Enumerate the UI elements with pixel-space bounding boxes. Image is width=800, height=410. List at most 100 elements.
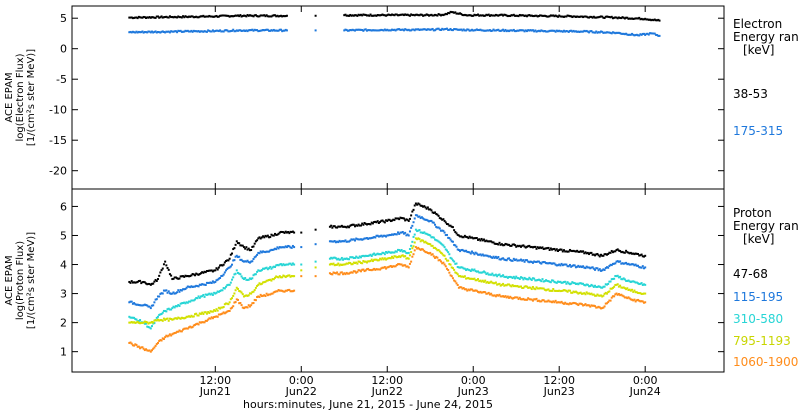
data-point — [228, 266, 231, 269]
data-point — [374, 258, 377, 261]
data-point — [463, 234, 466, 237]
data-point — [521, 14, 524, 17]
data-point — [445, 13, 448, 16]
data-point — [608, 264, 611, 267]
data-point — [400, 263, 403, 266]
data-point — [528, 29, 531, 32]
data-point — [562, 249, 565, 252]
data-point — [356, 224, 359, 227]
data-point — [635, 299, 638, 302]
data-point — [275, 275, 278, 278]
data-point — [272, 14, 275, 17]
data-point — [552, 248, 555, 251]
data-point — [633, 298, 636, 301]
data-point — [274, 29, 277, 32]
data-point — [499, 295, 502, 298]
data-point — [425, 232, 428, 235]
data-point — [648, 32, 651, 35]
data-point — [236, 14, 239, 17]
data-point — [621, 250, 624, 253]
data-point — [543, 247, 546, 250]
data-point — [193, 313, 196, 316]
data-point — [640, 253, 643, 256]
data-point — [539, 14, 542, 17]
data-point — [547, 280, 550, 283]
data-point — [349, 13, 352, 16]
data-point — [577, 30, 580, 33]
data-point — [592, 267, 595, 270]
data-point — [596, 31, 599, 34]
data-point — [629, 280, 632, 283]
data-point — [634, 300, 637, 303]
data-point — [149, 327, 152, 330]
data-point — [209, 293, 212, 296]
data-point — [367, 29, 370, 32]
data-point — [195, 297, 198, 300]
data-point — [431, 27, 434, 30]
data-point — [137, 30, 140, 33]
data-point — [233, 259, 236, 262]
data-point — [486, 292, 489, 295]
data-point — [376, 268, 379, 271]
data-point — [560, 262, 563, 265]
data-point — [262, 267, 265, 270]
data-point — [565, 250, 568, 253]
data-point — [331, 257, 334, 260]
data-point — [525, 285, 528, 288]
data-point — [428, 14, 431, 17]
data-point — [410, 260, 413, 263]
data-point — [174, 331, 177, 334]
data-point — [284, 230, 287, 233]
data-point — [502, 14, 505, 17]
data-point — [498, 282, 501, 285]
data-point — [183, 301, 186, 304]
data-point — [565, 15, 568, 18]
data-point — [142, 321, 145, 324]
data-point — [343, 14, 346, 17]
data-point — [565, 302, 568, 305]
data-point — [142, 304, 145, 307]
data-point — [154, 278, 157, 281]
data-point — [328, 257, 331, 260]
data-point — [482, 14, 485, 17]
data-point — [568, 263, 571, 266]
data-point — [129, 30, 132, 33]
data-point — [178, 30, 181, 33]
data-point — [589, 305, 592, 308]
data-point — [430, 236, 433, 239]
data-point — [523, 285, 526, 288]
data-point — [515, 285, 518, 288]
data-point — [528, 244, 531, 247]
data-point — [359, 13, 362, 16]
data-point — [570, 249, 573, 252]
data-point — [467, 14, 470, 17]
proton-ch3-label: 310-580 — [733, 313, 784, 326]
data-point — [356, 270, 359, 273]
data-point — [494, 273, 497, 276]
data-point — [546, 247, 549, 250]
data-point — [547, 299, 550, 302]
data-point — [174, 305, 177, 308]
data-point — [355, 261, 358, 264]
data-point — [241, 260, 244, 263]
data-point — [176, 317, 179, 320]
data-point — [240, 304, 243, 307]
data-point — [430, 253, 433, 256]
data-point — [186, 29, 189, 32]
data-point — [509, 29, 512, 32]
data-point — [159, 271, 162, 274]
data-point — [522, 278, 525, 281]
data-point — [381, 266, 384, 269]
data-point — [585, 304, 588, 307]
data-point — [177, 304, 180, 307]
data-point — [373, 258, 376, 261]
data-point — [411, 28, 414, 31]
data-point — [411, 224, 414, 227]
data-point — [408, 217, 411, 220]
data-point — [414, 13, 417, 16]
data-point — [570, 29, 573, 32]
data-point — [151, 349, 154, 352]
data-point — [413, 249, 416, 252]
data-point — [571, 281, 574, 284]
data-point — [539, 30, 542, 33]
